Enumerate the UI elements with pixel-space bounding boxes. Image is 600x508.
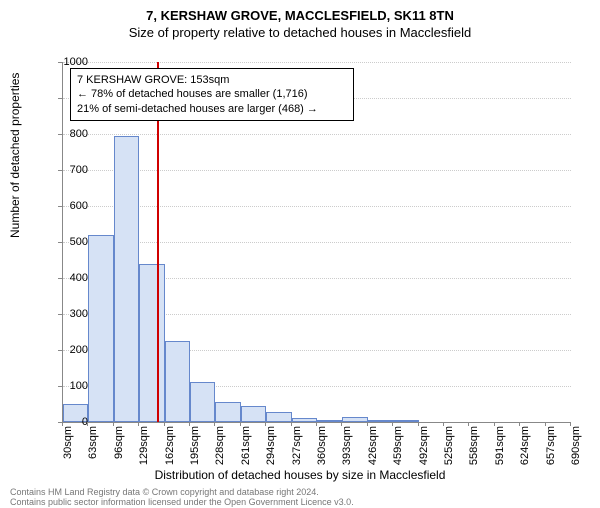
- x-tick-label: 162sqm: [164, 426, 176, 466]
- histogram-bar: [292, 418, 317, 422]
- reference-callout: 7 KERSHAW GROVE: 153sqm← 78% of detached…: [70, 68, 354, 121]
- title-main: 7, KERSHAW GROVE, MACCLESFIELD, SK11 8TN: [0, 8, 600, 23]
- y-tick-label: 800: [48, 128, 88, 140]
- x-tick-mark: [443, 422, 444, 426]
- histogram-bar: [190, 382, 215, 422]
- y-tick-label: 300: [48, 308, 88, 320]
- y-tick-label: 500: [48, 236, 88, 248]
- y-tick-mark: [58, 206, 62, 207]
- y-tick-mark: [58, 386, 62, 387]
- histogram-bar: [393, 420, 418, 422]
- x-tick-mark: [468, 422, 469, 426]
- x-tick-label: 690sqm: [570, 426, 582, 466]
- y-axis-label: Number of detached properties: [8, 73, 22, 238]
- histogram-bar: [317, 420, 342, 422]
- x-tick-label: 129sqm: [138, 426, 150, 466]
- y-tick-mark: [58, 314, 62, 315]
- y-tick-mark: [58, 350, 62, 351]
- histogram-bar: [139, 264, 164, 422]
- y-tick-label: 400: [48, 272, 88, 284]
- y-tick-label: 200: [48, 344, 88, 356]
- histogram-bar: [368, 420, 393, 422]
- y-tick-mark: [58, 170, 62, 171]
- x-tick-mark: [164, 422, 165, 426]
- x-tick-mark: [189, 422, 190, 426]
- x-tick-mark: [367, 422, 368, 426]
- x-tick-mark: [240, 422, 241, 426]
- x-tick-mark: [291, 422, 292, 426]
- histogram-bar: [266, 412, 291, 422]
- x-tick-label: 459sqm: [392, 426, 404, 466]
- x-tick-mark: [494, 422, 495, 426]
- y-tick-mark: [58, 98, 62, 99]
- y-tick-label: 600: [48, 200, 88, 212]
- y-tick-label: 100: [48, 380, 88, 392]
- x-tick-mark: [138, 422, 139, 426]
- title-sub: Size of property relative to detached ho…: [0, 25, 600, 40]
- x-tick-label: 525sqm: [443, 426, 455, 466]
- x-tick-label: 261sqm: [240, 426, 252, 466]
- x-tick-label: 63sqm: [87, 426, 99, 466]
- grid-line: [63, 206, 571, 207]
- footer-attribution: Contains HM Land Registry data © Crown c…: [10, 488, 354, 508]
- histogram-bar: [215, 402, 240, 422]
- x-tick-mark: [214, 422, 215, 426]
- x-tick-label: 591sqm: [494, 426, 506, 466]
- x-tick-label: 327sqm: [291, 426, 303, 466]
- callout-line: ← 78% of detached houses are smaller (1,…: [77, 87, 347, 101]
- callout-line: 21% of semi-detached houses are larger (…: [77, 102, 347, 116]
- y-tick-label: 700: [48, 164, 88, 176]
- x-tick-mark: [519, 422, 520, 426]
- x-tick-mark: [545, 422, 546, 426]
- histogram-bar: [114, 136, 139, 422]
- x-tick-mark: [418, 422, 419, 426]
- x-tick-mark: [113, 422, 114, 426]
- x-tick-label: 360sqm: [316, 426, 328, 466]
- grid-line: [63, 62, 571, 63]
- x-tick-label: 492sqm: [418, 426, 430, 466]
- x-tick-label: 624sqm: [519, 426, 531, 466]
- x-tick-label: 393sqm: [341, 426, 353, 466]
- y-tick-mark: [58, 62, 62, 63]
- x-tick-label: 657sqm: [545, 426, 557, 466]
- grid-line: [63, 242, 571, 243]
- x-tick-label: 195sqm: [189, 426, 201, 466]
- x-tick-mark: [570, 422, 571, 426]
- x-tick-label: 426sqm: [367, 426, 379, 466]
- x-tick-mark: [62, 422, 63, 426]
- histogram-bar: [165, 341, 190, 422]
- histogram-bar: [88, 235, 113, 422]
- grid-line: [63, 134, 571, 135]
- x-tick-mark: [392, 422, 393, 426]
- histogram-bar: [342, 417, 367, 422]
- x-axis-label: Distribution of detached houses by size …: [0, 468, 600, 482]
- grid-line: [63, 170, 571, 171]
- x-tick-label: 294sqm: [265, 426, 277, 466]
- histogram-bar: [241, 406, 266, 422]
- x-tick-label: 30sqm: [62, 426, 74, 466]
- x-tick-label: 558sqm: [468, 426, 480, 466]
- y-tick-mark: [58, 134, 62, 135]
- x-tick-mark: [265, 422, 266, 426]
- x-tick-mark: [341, 422, 342, 426]
- callout-line: 7 KERSHAW GROVE: 153sqm: [77, 73, 347, 87]
- x-tick-mark: [316, 422, 317, 426]
- x-tick-label: 96sqm: [113, 426, 125, 466]
- x-tick-label: 228sqm: [214, 426, 226, 466]
- x-tick-mark: [87, 422, 88, 426]
- y-tick-mark: [58, 242, 62, 243]
- y-tick-label: 1000: [48, 56, 88, 68]
- y-tick-mark: [58, 278, 62, 279]
